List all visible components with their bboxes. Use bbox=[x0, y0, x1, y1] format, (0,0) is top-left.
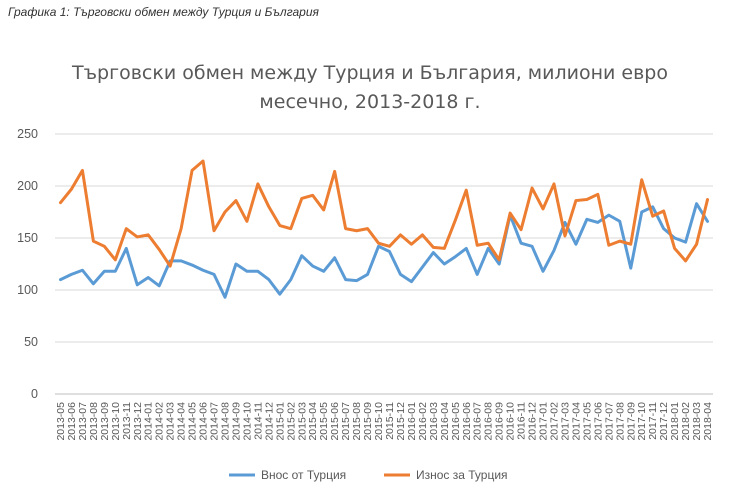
x-tick-label: 2017-02 bbox=[548, 402, 560, 441]
x-tick-label: 2017-01 bbox=[538, 402, 550, 441]
x-tick-label: 2015-01 bbox=[274, 402, 286, 441]
x-tick-label: 2015-07 bbox=[340, 402, 352, 441]
chart-subtitle: месечно, 2013-2018 г. bbox=[259, 91, 481, 113]
series-lines bbox=[58, 159, 710, 299]
x-tick-label: 2014-05 bbox=[187, 402, 199, 441]
x-tick-label: 2016-08 bbox=[483, 402, 495, 441]
x-tick-label: 2016-04 bbox=[439, 402, 451, 441]
x-tick-label: 2017-10 bbox=[636, 402, 648, 441]
x-tick-label: 2018-02 bbox=[680, 402, 692, 441]
x-tick-label: 2016-07 bbox=[472, 402, 484, 441]
y-tick-label: 50 bbox=[24, 335, 38, 349]
x-tick-label: 2013-05 bbox=[55, 402, 67, 441]
x-tick-label: 2017-12 bbox=[658, 402, 670, 441]
x-tick-label: 2014-04 bbox=[176, 402, 188, 441]
x-tick-label: 2017-11 bbox=[647, 402, 659, 440]
x-tick-label: 2014-11 bbox=[252, 402, 264, 440]
x-tick-label: 2015-10 bbox=[373, 402, 385, 441]
y-tick-label: 100 bbox=[17, 283, 38, 297]
x-tick-label: 2013-09 bbox=[99, 402, 111, 441]
y-tick-label: 200 bbox=[17, 179, 38, 193]
x-tick-label: 2014-09 bbox=[230, 402, 242, 441]
x-tick-label: 2018-03 bbox=[691, 402, 703, 441]
x-tick-label: 2016-09 bbox=[494, 402, 506, 441]
x-tick-label: 2015-06 bbox=[329, 402, 341, 441]
x-tick-label: 2014-06 bbox=[198, 402, 210, 441]
legend: Внос от Турция Износ за Турция bbox=[229, 468, 508, 482]
x-tick-label: 2013-10 bbox=[110, 402, 122, 441]
x-tick-label: 2017-09 bbox=[625, 402, 637, 441]
x-tick-label: 2018-01 bbox=[669, 402, 681, 441]
legend-label: Внос от Турция bbox=[261, 468, 346, 482]
x-tick-label: 2013-08 bbox=[88, 402, 100, 441]
x-tick-label: 2017-03 bbox=[559, 402, 571, 441]
x-tick-label: 2013-06 bbox=[66, 402, 78, 441]
x-tick-label: 2017-06 bbox=[592, 402, 604, 441]
x-tick-label: 2015-04 bbox=[307, 402, 319, 441]
series-line bbox=[58, 159, 710, 268]
x-tick-label: 2016-06 bbox=[461, 402, 473, 441]
x-tick-label: 2016-03 bbox=[428, 402, 440, 441]
chart-title: Търговски обмен между Турция и България,… bbox=[72, 62, 668, 84]
x-tick-label: 2014-03 bbox=[165, 402, 177, 441]
x-tick-label: 2016-11 bbox=[516, 402, 528, 440]
x-tick-label: 2015-11 bbox=[384, 402, 396, 440]
y-tick-label: 250 bbox=[17, 127, 38, 141]
x-tick-label: 2016-10 bbox=[505, 402, 517, 441]
x-tick-label: 2013-12 bbox=[132, 402, 144, 441]
x-tick-label: 2015-08 bbox=[351, 402, 363, 441]
x-tick-label: 2017-07 bbox=[603, 402, 615, 441]
series-line bbox=[58, 202, 710, 299]
legend-label: Износ за Турция bbox=[416, 468, 508, 482]
x-tick-label: 2014-01 bbox=[143, 402, 155, 441]
x-tick-label: 2013-11 bbox=[121, 402, 133, 440]
x-tick-label: 2017-04 bbox=[570, 402, 582, 441]
y-tick-label: 150 bbox=[17, 231, 38, 245]
x-tick-label: 2015-09 bbox=[362, 402, 374, 441]
x-axis: 2013-052013-062013-072013-082013-092013-… bbox=[55, 393, 714, 441]
x-tick-label: 2014-07 bbox=[209, 402, 221, 441]
x-tick-label: 2014-08 bbox=[219, 402, 231, 441]
x-tick-label: 2016-05 bbox=[450, 402, 462, 441]
y-tick-label: 0 bbox=[31, 387, 38, 401]
x-tick-label: 2014-02 bbox=[154, 402, 166, 441]
y-axis: 0 50 100 150 200 250 bbox=[17, 127, 38, 401]
x-tick-label: 2016-02 bbox=[417, 402, 429, 441]
figure-caption: Графика 1: Търговски обмен между Турция … bbox=[8, 5, 319, 19]
gridlines bbox=[55, 133, 713, 395]
x-tick-label: 2014-12 bbox=[263, 402, 275, 441]
x-tick-label: 2016-01 bbox=[406, 402, 418, 441]
x-tick-label: 2014-10 bbox=[241, 402, 253, 441]
x-tick-label: 2016-12 bbox=[527, 402, 539, 441]
x-tick-label: 2015-03 bbox=[296, 402, 308, 441]
x-tick-label: 2015-05 bbox=[318, 402, 330, 441]
x-tick-label: 2013-07 bbox=[77, 402, 89, 441]
x-tick-label: 2018-04 bbox=[702, 402, 714, 441]
x-tick-label: 2017-05 bbox=[581, 402, 593, 441]
x-tick-label: 2015-12 bbox=[395, 402, 407, 441]
x-tick-label: 2015-02 bbox=[285, 402, 297, 441]
x-tick-label: 2017-08 bbox=[614, 402, 626, 441]
